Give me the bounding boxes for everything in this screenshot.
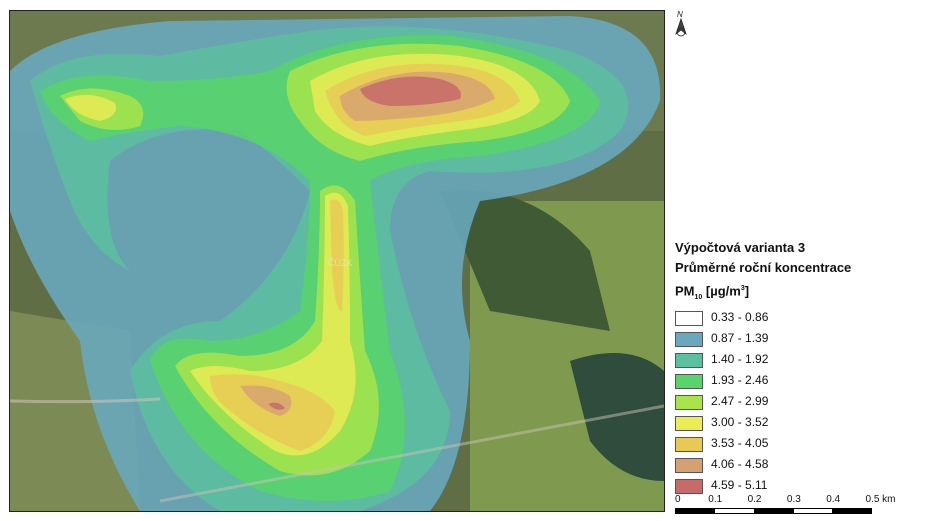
- legend-row: 3.53 - 4.05: [675, 434, 935, 455]
- legend-row: 0.33 - 0.86: [675, 308, 935, 329]
- unit-open: [µg/m: [702, 283, 741, 299]
- forest-patch: [440, 189, 610, 331]
- north-arrow: N: [672, 10, 690, 40]
- scale-tick-label: 0.4: [826, 494, 841, 505]
- legend-swatch: [675, 436, 703, 452]
- pollutant-main: PM: [675, 283, 695, 299]
- legend-label: 3.00 - 3.52: [711, 414, 769, 429]
- watermark-text: ČÚZK: [328, 258, 353, 268]
- scale-segment: [832, 508, 873, 514]
- unit-sup: 3: [740, 285, 745, 292]
- contour-class-5: [60, 43, 570, 476]
- unit-close: ]: [744, 283, 750, 299]
- legend-label: 2.47 - 2.99: [711, 393, 769, 408]
- legend-swatch: [675, 331, 703, 347]
- legend-row: 4.06 - 4.58: [675, 455, 935, 476]
- pollutant-sub: 10: [694, 293, 703, 301]
- scale-segment: [714, 508, 755, 514]
- legend-label: 4.06 - 4.58: [711, 456, 769, 471]
- road-south: [159, 404, 664, 503]
- legend-swatch: [675, 394, 703, 410]
- legend-row: 1.40 - 1.92: [675, 350, 935, 371]
- legend-swatch: [675, 310, 703, 326]
- scale-segment: [792, 508, 834, 514]
- legend-swatch: [675, 373, 703, 389]
- legend-label: 4.59 - 5.11: [711, 477, 768, 492]
- scale-segment: [675, 508, 716, 514]
- compass-icon: [675, 17, 687, 37]
- road-west: [10, 397, 161, 404]
- scale-tick-label: 0.5 km: [865, 494, 896, 505]
- north-arrow-label: N: [677, 10, 683, 19]
- pond: [570, 353, 664, 481]
- scale-tick-label: 0.1: [708, 494, 723, 505]
- scale-segment: [753, 508, 794, 514]
- scale-tick-label: 0: [675, 494, 681, 505]
- legend-subtitle: Průměrné roční koncentrace: [675, 260, 852, 275]
- contour-layer: [10, 16, 661, 511]
- legend-swatch: [675, 352, 703, 368]
- scale-tick-label: 0.2: [747, 494, 762, 505]
- legend-label: 1.93 - 2.46: [711, 372, 769, 387]
- legend-row: 1.93 - 2.46: [675, 371, 935, 392]
- scale-tick-label: 0.3: [786, 494, 801, 505]
- legend-swatch: [675, 478, 703, 494]
- contour-class-7: [210, 63, 520, 452]
- map-frame[interactable]: ČÚZK: [9, 10, 665, 512]
- legend-label: 3.53 - 4.05: [711, 435, 769, 450]
- legend-label: 0.33 - 0.86: [711, 309, 769, 324]
- legend-swatch: [675, 457, 703, 473]
- legend-row: 3.00 - 3.52: [675, 413, 935, 434]
- legend-row: 0.87 - 1.39: [675, 329, 935, 350]
- legend: Výpočtová varianta 3 Průměrné roční konc…: [675, 238, 935, 497]
- legend-swatch: [675, 415, 703, 431]
- legend-pollutant: PM10 [µg/m3]: [675, 279, 935, 308]
- legend-label: 1.40 - 1.92: [711, 351, 769, 366]
- legend-row: 2.47 - 2.99: [675, 392, 935, 413]
- legend-classes: 0.33 - 0.86 0.87 - 1.39 1.40 - 1.92 1.93 - …: [675, 308, 935, 497]
- legend-title: Výpočtová varianta 3: [675, 240, 806, 255]
- contour-class-8: [240, 71, 495, 417]
- concentration-map: ČÚZK: [10, 11, 664, 511]
- legend-row: 4.59 - 5.11: [675, 476, 935, 497]
- scale-bar: 0 0.1 0.2 0.3 0.4 0.5 km: [675, 494, 905, 516]
- legend-label: 0.87 - 1.39: [711, 330, 769, 345]
